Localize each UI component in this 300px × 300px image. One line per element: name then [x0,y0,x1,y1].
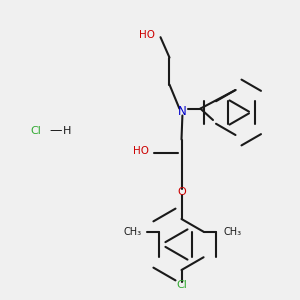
Text: HO: HO [139,29,154,40]
Text: H: H [63,125,72,136]
Text: Cl: Cl [176,280,187,290]
Text: O: O [177,187,186,197]
Text: CH₃: CH₃ [223,227,241,237]
Text: HO: HO [133,146,148,157]
Text: CH₃: CH₃ [123,227,141,237]
Text: N: N [178,105,187,118]
Text: Cl: Cl [31,125,41,136]
Text: —: — [49,124,62,137]
